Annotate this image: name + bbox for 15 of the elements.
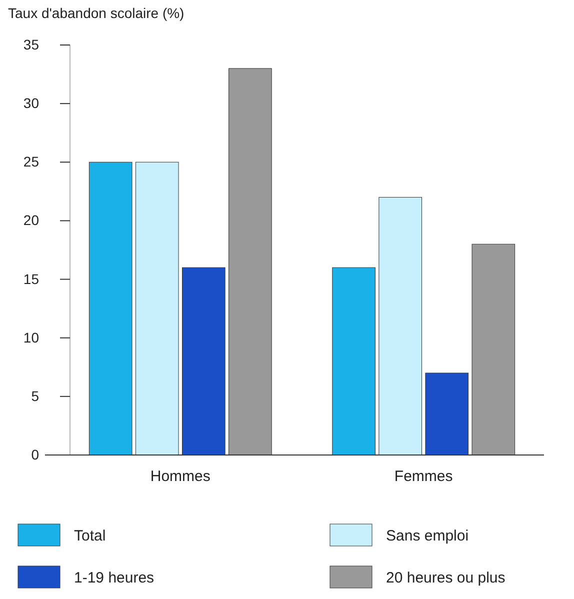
legend-label: 20 heures ou plus [386, 569, 506, 586]
y-tick-label: 25 [23, 154, 40, 170]
y-tick-label: 15 [23, 270, 40, 287]
y-tick-label: 35 [23, 36, 40, 52]
y-tick-label: 0 [31, 446, 40, 462]
legend-label: Sans emploi [386, 527, 469, 544]
legend-label: 1-19 heures [74, 569, 154, 586]
x-tick-label: Femmes [394, 468, 453, 485]
y-tick-label: 10 [23, 329, 40, 346]
legend-label: Total [74, 527, 106, 544]
x-tick-label: Hommes [150, 468, 210, 485]
y-tick-label: 5 [31, 388, 40, 404]
y-tick-label: 20 [23, 212, 40, 228]
y-axis-title: Taux d'abandon scolaire (%) [8, 5, 184, 21]
y-tick-label: 30 [23, 95, 40, 112]
